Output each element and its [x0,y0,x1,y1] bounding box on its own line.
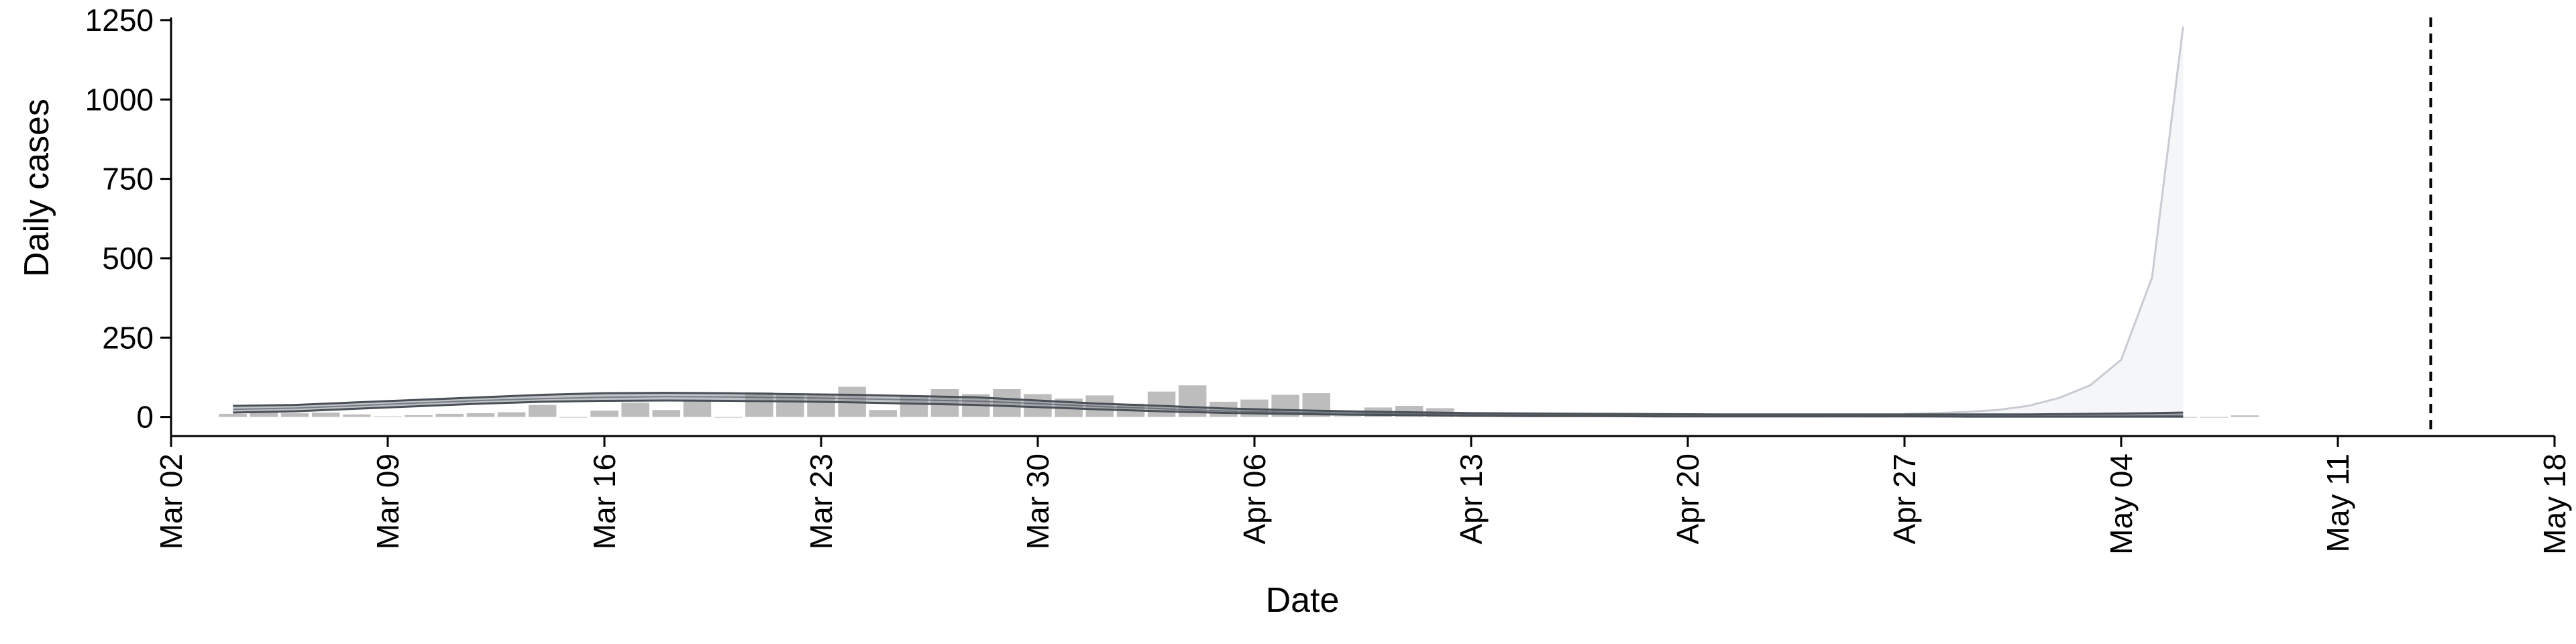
projection-upper-line [1904,26,2184,415]
fit-confidence-band [233,392,2184,417]
x-tick-label: Apr 13 [1454,453,1489,545]
daily-case-bar [559,417,588,418]
x-tick-label: Apr 27 [1887,453,1922,545]
daily-case-bar [2231,415,2259,417]
x-tick-label: May 04 [2104,453,2139,555]
x-tick-label: May 11 [2320,453,2355,552]
daily-case-bar [869,410,897,417]
daily-case-bar [528,405,557,417]
daily-case-bar [621,402,649,417]
x-tick-label: Apr 20 [1670,453,1705,545]
daily-case-bar [343,414,371,417]
daily-case-bar [683,399,712,417]
daily-case-bar [714,417,743,418]
daily-case-bar [466,413,495,417]
x-tick-label: Mar 09 [370,453,405,549]
x-tick-label: Mar 16 [587,453,622,549]
y-tick-label: 1000 [85,82,154,117]
axes: 0 250 500 750 1000 1250 Mar 02 Mar 09 Mar 16 Mar … [85,3,2572,555]
x-tick-label: Mar 02 [154,453,189,549]
daily-case-bar [435,413,464,417]
y-tick-label: 0 [136,400,154,435]
fit-mid-line [233,396,2184,417]
daily-case-bar [652,410,680,417]
fit-curve [233,392,2184,418]
daily-case-bar [311,413,340,417]
y-tick-label: 250 [102,320,154,355]
x-tick-label: Mar 30 [1020,453,1055,549]
x-axis-title: Date [1266,581,1340,620]
x-tick-label: Apr 06 [1237,453,1272,545]
daily-case-bar [250,411,278,417]
daily-case-bar [219,413,247,417]
daily-case-bar [405,415,433,417]
daily-case-bar [2200,417,2229,418]
daily-case-bar [497,412,526,417]
y-axis-title: Daily cases [17,99,56,277]
y-tick-label: 500 [102,241,154,276]
projection-area [1904,26,2184,417]
y-tick-label: 1250 [85,3,154,38]
daily-case-bar [1147,391,1176,417]
x-tick-label: May 18 [2537,453,2572,555]
x-tick-label: Mar 23 [804,453,839,549]
projection-band [1904,26,2184,417]
y-tick-label: 750 [102,162,154,197]
daily-case-bar [280,413,309,417]
daily-case-bar [590,411,619,417]
fit-upper-line [233,392,2184,416]
